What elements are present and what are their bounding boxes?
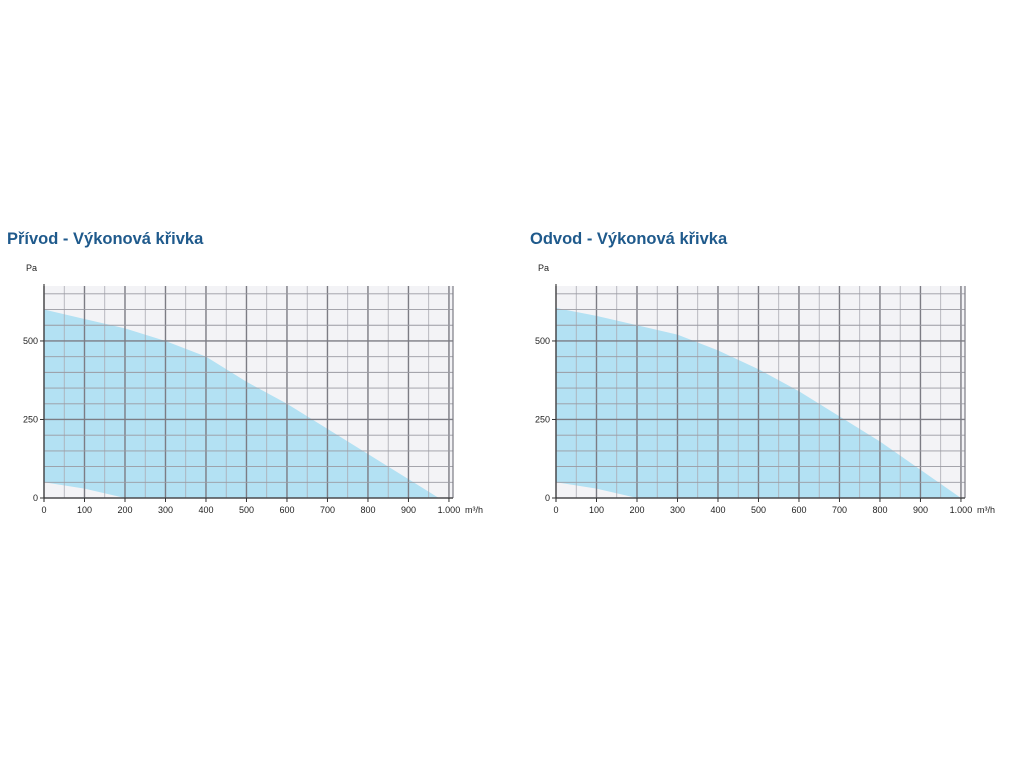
x-tick-label: 0 <box>41 505 46 515</box>
chart-svg: 0 100 200 300 400 500 600 700 800 900 1.000 0 250 500… <box>23 263 483 515</box>
x-tick-label: 200 <box>117 505 132 515</box>
x-tick-label: 500 <box>239 505 254 515</box>
x-tick-label: 800 <box>360 505 375 515</box>
x-tick-label: 100 <box>77 505 92 515</box>
x-tick-label: 400 <box>710 505 725 515</box>
chart-panel-supply: Přívod - Výkonová křivka 0 100 200 300 400 50… <box>7 230 483 515</box>
chart-title: Odvod - Výkonová křivka <box>530 230 728 248</box>
x-tick-label: 600 <box>791 505 806 515</box>
chart-panel-exhaust: Odvod - Výkonová křivka 0 100 200 300 400 500… <box>512 0 1024 768</box>
x-tick-label: 1.000 <box>438 505 461 515</box>
y-axis-label: Pa <box>538 263 549 273</box>
x-tick-label: 900 <box>401 505 416 515</box>
x-tick-label: 500 <box>751 505 766 515</box>
chart-title: Přívod - Výkonová křivka <box>7 230 204 248</box>
x-tick-label: 700 <box>832 505 847 515</box>
x-tick-label: 600 <box>279 505 294 515</box>
x-tick-label: 300 <box>670 505 685 515</box>
y-tick-label: 250 <box>23 414 38 424</box>
chart-svg: 0 100 200 300 400 500 600 700 800 900 1.000 0 250 500… <box>535 263 995 515</box>
y-tick-label: 500 <box>535 336 550 346</box>
x-tick-label: 300 <box>158 505 173 515</box>
x-axis-label: m³/h <box>977 505 995 515</box>
x-tick-label: 800 <box>872 505 887 515</box>
x-tick-label: 400 <box>198 505 213 515</box>
x-tick-label: 900 <box>913 505 928 515</box>
x-axis-label: m³/h <box>465 505 483 515</box>
y-tick-label: 500 <box>23 336 38 346</box>
x-tick-label: 200 <box>629 505 644 515</box>
x-tick-label: 0 <box>553 505 558 515</box>
y-axis-label: Pa <box>26 263 37 273</box>
x-tick-label: 700 <box>320 505 335 515</box>
x-tick-label: 1.000 <box>950 505 973 515</box>
y-tick-label: 0 <box>33 493 38 503</box>
y-tick-label: 250 <box>535 414 550 424</box>
x-tick-label: 100 <box>589 505 604 515</box>
y-tick-label: 0 <box>545 493 550 503</box>
